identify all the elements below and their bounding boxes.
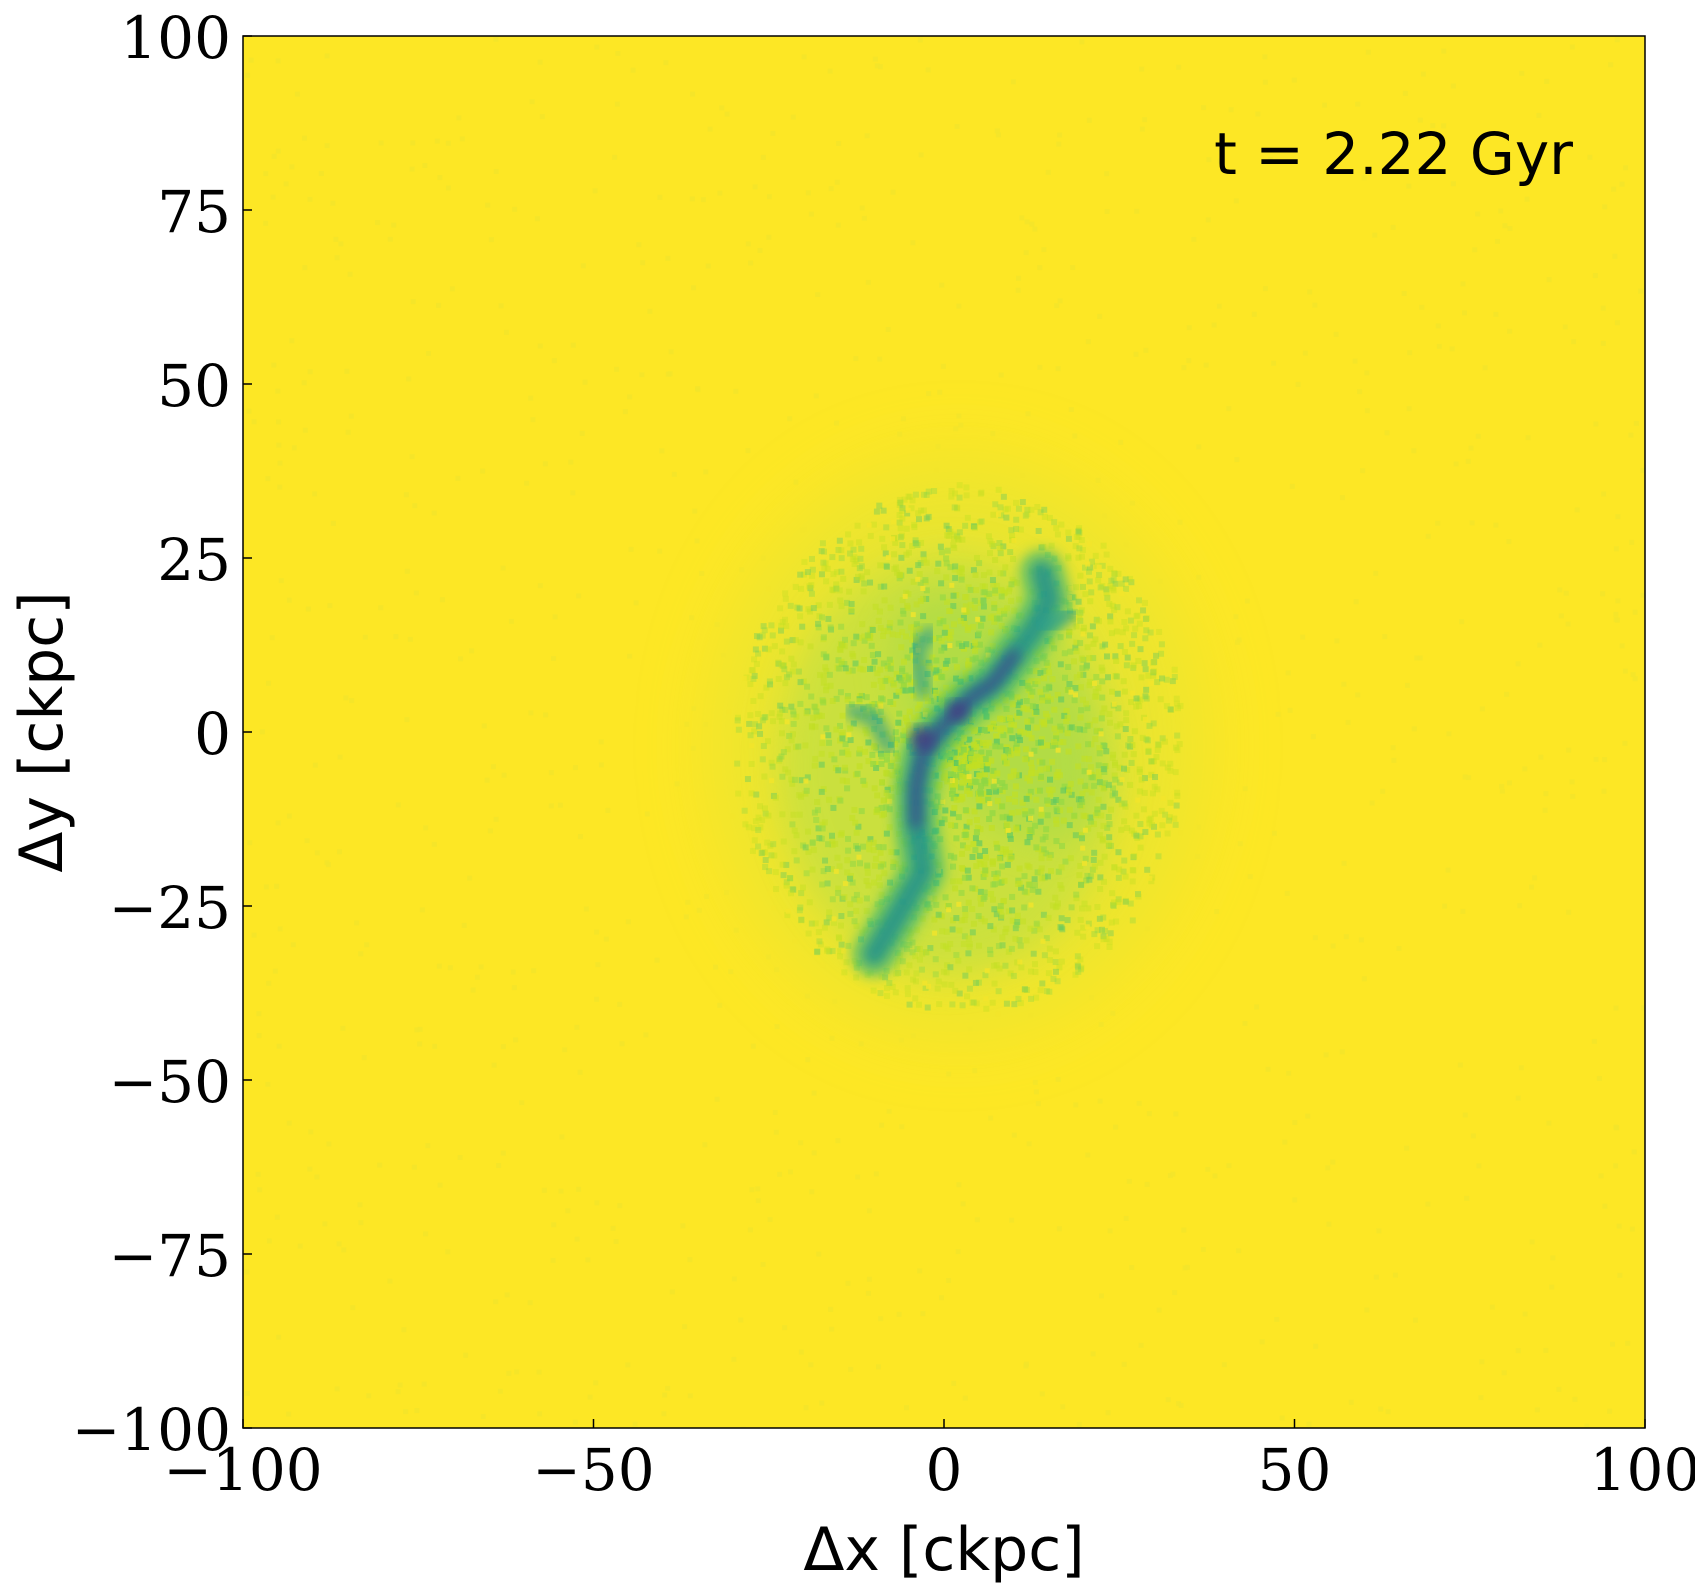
- filament-branch: [1034, 605, 1079, 636]
- y-tick-label: −50: [109, 1048, 231, 1116]
- x-tick-label: 50: [1258, 1436, 1332, 1504]
- x-axis-ticks: −100 −50 0 50 100: [163, 1419, 1695, 1504]
- y-tick-label: 75: [157, 178, 231, 246]
- y-tick-label: 25: [157, 526, 231, 594]
- density-peak: [948, 701, 969, 722]
- x-tick-label: −50: [532, 1436, 654, 1504]
- y-tick-label: 100: [120, 4, 231, 72]
- time-annotation: t = 2.22 Gyr: [1214, 120, 1573, 188]
- filament: [844, 548, 1079, 978]
- filament-branch: [907, 626, 938, 699]
- y-tick-label: −25: [109, 874, 231, 942]
- density-peak: [910, 726, 935, 751]
- y-axis-ticks: −100 −75 −50 −25 0 25 50 75 100: [72, 4, 252, 1464]
- plot-area: [242, 35, 1646, 1429]
- x-tick-label: 0: [926, 1436, 963, 1504]
- y-tick-label: −75: [109, 1222, 231, 1290]
- x-axis-label: Δx [ckpc]: [803, 1515, 1084, 1583]
- y-tick-label: 0: [194, 700, 231, 768]
- filament-branch: [844, 703, 896, 754]
- x-tick-label: −100: [163, 1436, 322, 1504]
- filament-core: [910, 649, 1021, 829]
- x-tick-label: 100: [1590, 1436, 1695, 1504]
- heatmap-layer: [244, 36, 1645, 1428]
- y-tick-label: −100: [72, 1396, 231, 1464]
- y-axis-label: Δy [ckpc]: [7, 591, 77, 872]
- y-tick-label: 50: [157, 352, 231, 420]
